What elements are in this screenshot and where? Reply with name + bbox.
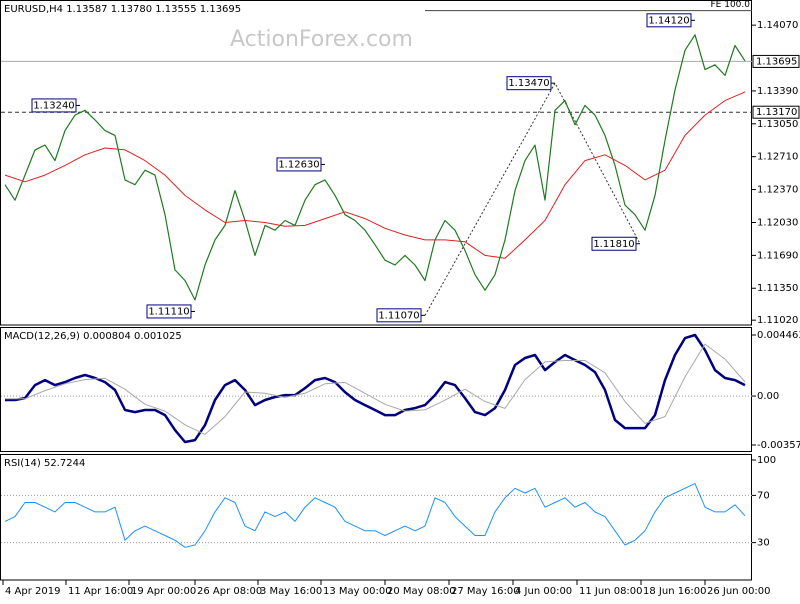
x-tick-label: 13 May 00:00: [323, 586, 392, 597]
x-tick-label: 26 Apr 08:00: [197, 586, 262, 597]
series-line: [5, 333, 746, 444]
x-tick-label: 27 May 16:00: [451, 586, 520, 597]
annotation-label: 1.11110: [148, 306, 189, 317]
price-pane: [0, 0, 752, 326]
series-line: [4, 483, 746, 548]
x-tick-label: 20 May 08:00: [387, 586, 456, 597]
y-tick-label: 1.11690: [757, 250, 798, 261]
annotation-box: [591, 236, 637, 251]
x-tick-label: 11 Apr 16:00: [68, 586, 133, 597]
annotation-box: [276, 157, 322, 172]
x-tick-label: 26 Jun 00:00: [707, 586, 771, 597]
series-line: [4, 91, 746, 259]
annotation-box: [376, 308, 422, 323]
annotation-label: 1.13240: [33, 100, 74, 111]
y-tick-label: 0.00: [757, 391, 779, 402]
y-tick-label: 100: [757, 455, 776, 466]
watermark: ActionForex.com: [230, 27, 413, 52]
series-line: [4, 34, 746, 301]
annotation-label: 1.11810: [593, 239, 634, 250]
y-tick-label: 30: [757, 538, 770, 549]
annotation-label: 1.13470: [508, 78, 549, 89]
y-tick-label: 1.13390: [757, 86, 798, 97]
x-tick-label: 4 Apr 2019: [5, 586, 60, 597]
y-tick-label: 1.13050: [757, 119, 798, 130]
level-box: [752, 54, 800, 68]
y-tick-label: 70: [757, 490, 770, 501]
y-tick-label: 1.12030: [757, 217, 798, 228]
annotation-box: [146, 304, 192, 319]
fe-label: FE 100.0: [711, 0, 751, 10]
x-tick-label: 11 Jun 08:00: [579, 586, 643, 597]
y-tick-label: 1.12370: [757, 185, 798, 196]
level-label: 1.13695: [756, 56, 797, 67]
rsi-pane: [0, 454, 752, 581]
annotation-label: 1.14120: [648, 15, 689, 26]
y-tick-label: 1.11350: [757, 283, 798, 294]
x-tick-label: 3 May 16:00: [260, 586, 322, 597]
trendline: [424, 82, 641, 316]
y-tick-label: 0.004463: [757, 330, 800, 341]
symbol-info: EURUSD,H4 1.13587 1.13780 1.13555 1.1369…: [4, 4, 241, 15]
rsi-title: RSI(14) 52.7244: [4, 458, 85, 469]
x-tick-label: 4 Jun 00:00: [515, 586, 572, 597]
macd-title: MACD(12,26,9) 0.000804 0.001025: [4, 331, 182, 342]
level-label: 1.13170: [756, 107, 797, 118]
annotation-label: 1.12630: [278, 159, 319, 170]
y-tick-label: -0.003576: [757, 440, 800, 451]
x-tick-label: 18 Jun 16:00: [643, 586, 707, 597]
annotation-box: [31, 98, 77, 113]
x-tick-label: 19 Apr 00:00: [131, 586, 196, 597]
y-tick-label: 1.14070: [757, 20, 798, 31]
series-line: [5, 343, 746, 435]
annotation-label: 1.11070: [378, 310, 419, 321]
annotation-box: [506, 76, 552, 91]
y-tick-label: 1.12710: [757, 152, 798, 163]
y-tick-label: 1.11020: [757, 315, 798, 326]
level-box: [752, 105, 800, 119]
annotation-box: [646, 13, 692, 28]
